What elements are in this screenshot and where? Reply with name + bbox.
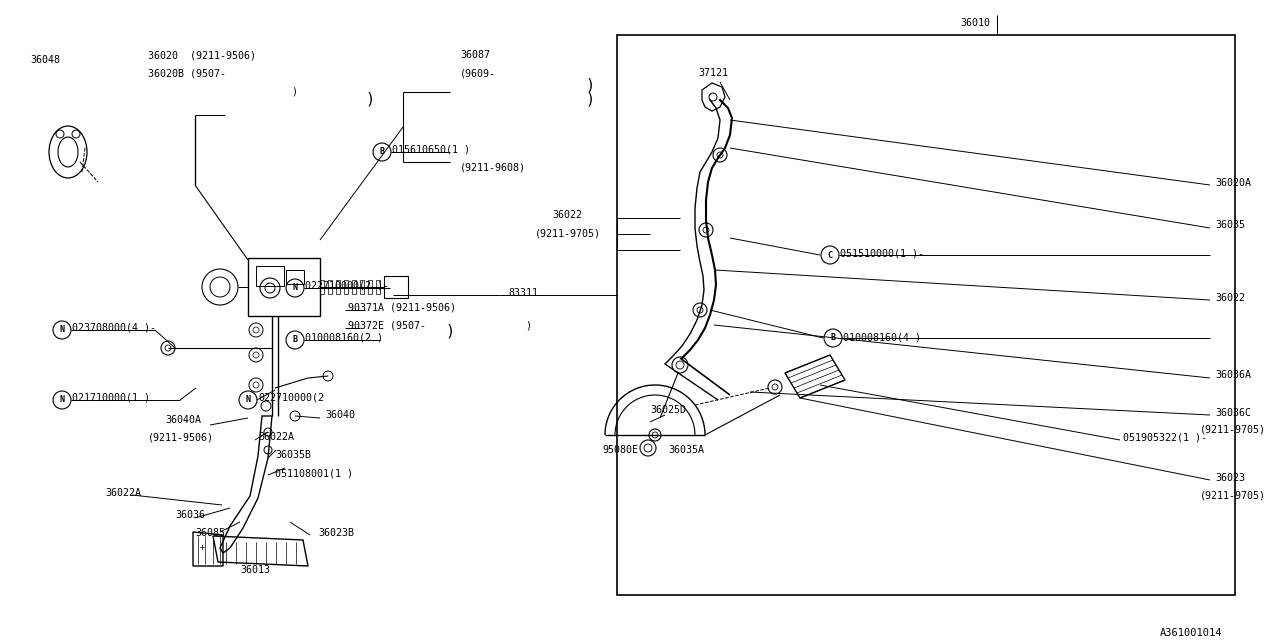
Text: 36023: 36023 <box>1215 473 1245 483</box>
Text: (9211-9506): (9211-9506) <box>148 432 214 442</box>
Text: N: N <box>293 284 297 292</box>
Text: 90372E (9507-: 90372E (9507- <box>348 320 426 330</box>
Text: (9211-9705): (9211-9705) <box>1201 425 1266 435</box>
Text: +: + <box>200 543 205 552</box>
Text: A361001014: A361001014 <box>1160 628 1222 638</box>
Text: 36022A: 36022A <box>105 488 141 498</box>
Text: N: N <box>59 396 64 404</box>
Text: ): ) <box>585 92 595 107</box>
Text: 051108001(1 ): 051108001(1 ) <box>275 468 353 478</box>
Text: 36025D: 36025D <box>650 405 686 415</box>
Text: 95080E: 95080E <box>602 445 637 455</box>
Text: 36022A: 36022A <box>259 432 294 442</box>
Text: 36087: 36087 <box>460 50 490 60</box>
Bar <box>256 266 284 286</box>
Bar <box>617 35 1235 595</box>
Text: 015610650(1 ): 015610650(1 ) <box>392 145 470 155</box>
Text: 36022: 36022 <box>1215 293 1245 303</box>
Text: 051510000(1 )-: 051510000(1 )- <box>840 248 924 258</box>
Text: (9211-9705): (9211-9705) <box>535 228 602 238</box>
Text: 36040A: 36040A <box>165 415 201 425</box>
Text: N: N <box>59 326 64 335</box>
Text: 36013: 36013 <box>241 565 270 575</box>
Text: 36040: 36040 <box>325 410 355 420</box>
Text: 36036: 36036 <box>175 510 205 520</box>
Text: 021710000(1 ): 021710000(1 ) <box>72 393 150 403</box>
Text: B: B <box>379 147 384 157</box>
Text: 36036C: 36036C <box>1215 408 1251 418</box>
Text: 90371A (9211-9506): 90371A (9211-9506) <box>348 303 456 313</box>
Text: 36022: 36022 <box>552 210 582 220</box>
Bar <box>248 258 320 316</box>
Text: 36035: 36035 <box>1215 220 1245 230</box>
Text: (9609-: (9609- <box>460 68 497 78</box>
Text: 83311: 83311 <box>508 288 538 298</box>
Text: ): ) <box>148 86 298 96</box>
Text: 051905322(1 )-: 051905322(1 )- <box>1123 432 1207 442</box>
Text: 36020  (9211-9506): 36020 (9211-9506) <box>148 50 256 60</box>
Text: ): ) <box>477 320 532 330</box>
Text: 37121: 37121 <box>698 68 728 78</box>
Text: 010008160(2 ): 010008160(2 ) <box>305 333 383 343</box>
Text: 36085: 36085 <box>195 528 225 538</box>
Text: (9211-9608): (9211-9608) <box>460 163 526 173</box>
Text: ): ) <box>585 78 595 93</box>
Text: 36020A: 36020A <box>1215 178 1251 188</box>
Text: (9211-9705): (9211-9705) <box>1201 490 1266 500</box>
Text: 36020B (9507-: 36020B (9507- <box>148 68 227 78</box>
Text: B: B <box>831 333 836 342</box>
Text: 36010: 36010 <box>960 18 989 28</box>
Text: 010008160(4 )-: 010008160(4 )- <box>844 332 927 342</box>
Text: 022710000(2 )-: 022710000(2 )- <box>305 280 389 290</box>
Text: ): ) <box>445 323 454 338</box>
Text: 36048: 36048 <box>29 55 60 65</box>
Text: N: N <box>246 396 251 404</box>
Bar <box>285 270 305 284</box>
Text: 022710000(2: 022710000(2 <box>259 393 324 403</box>
Text: 36023B: 36023B <box>317 528 355 538</box>
Text: 023708000(4 )-: 023708000(4 )- <box>72 323 156 333</box>
Text: B: B <box>293 335 297 344</box>
Text: 36035A: 36035A <box>668 445 704 455</box>
Text: 36035B: 36035B <box>275 450 311 460</box>
Text: C: C <box>827 250 832 259</box>
Text: 36036A: 36036A <box>1215 370 1251 380</box>
Text: ): ) <box>365 92 375 107</box>
